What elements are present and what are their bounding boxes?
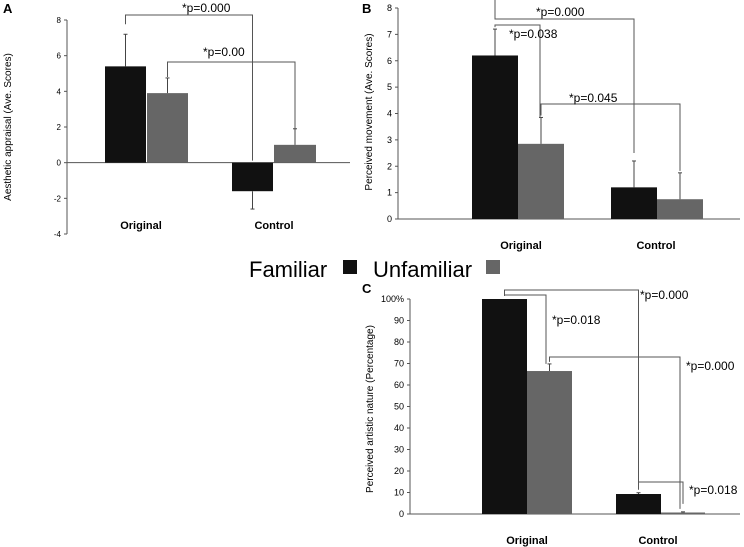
panel-b-y-tick-label: 8 <box>387 3 392 13</box>
panel-b-category-label: Original <box>500 240 542 252</box>
panel-b-y-tick-label: 0 <box>387 214 392 224</box>
panel-c-significance-label: *p=0.000 <box>640 288 689 302</box>
panel-b-y-tick-label: 7 <box>387 29 392 39</box>
panel-c-category-label: Original <box>506 535 548 547</box>
panel-a-y-tick-label: 8 <box>57 16 62 25</box>
panel-c-y-tick-label: 30 <box>394 445 404 455</box>
panel-a-y-tick-label: 2 <box>57 123 62 132</box>
panel-b-letter: B <box>362 1 371 16</box>
panel-a-significance-label: *p=0.00 <box>203 45 245 59</box>
panel-c-bar-original-unfamiliar <box>527 371 572 514</box>
legend-familiar-swatch <box>343 260 357 274</box>
panel-a-y-tick-label: 6 <box>57 52 62 61</box>
panel-c-category-label: Control <box>638 535 677 547</box>
panel-c-significance-label: *p=0.000 <box>686 359 735 373</box>
panel-c-y-tick-label: 70 <box>394 359 404 369</box>
panel-c-y-tick-label: 50 <box>394 402 404 412</box>
panel-c-y-tick-label: 90 <box>394 316 404 326</box>
panel-a-y-tick-label: 0 <box>57 159 62 168</box>
panel-b-y-tick-label: 3 <box>387 135 392 145</box>
panel-a-letter: A <box>3 1 13 16</box>
panel-b-significance-bracket <box>494 0 635 153</box>
panel-b-bar-control-unfamiliar <box>657 199 703 219</box>
panel-b-significance-bracket <box>540 103 681 171</box>
panel-b-significance-label: *p=0.000 <box>536 5 585 19</box>
panel-c-significance-bracket <box>549 356 681 509</box>
panel-a-significance-bracket <box>125 14 253 161</box>
panel-b-y-tick-label: 5 <box>387 82 392 92</box>
panel-c-significance-bracket <box>504 289 639 484</box>
legend-familiar-label: Familiar <box>249 257 327 282</box>
panel-b-bar-original-unfamiliar <box>518 143 564 219</box>
panel-c-significance-label: *p=0.018 <box>689 483 738 497</box>
panel-c-bar-control-unfamiliar <box>661 512 705 514</box>
panel-a-y-tick-label: -2 <box>54 194 62 203</box>
panel-c-letter: C <box>362 281 372 296</box>
panel-b-bar-original-familiar <box>472 55 518 219</box>
legend-unfamiliar-label: Unfamiliar <box>373 257 472 282</box>
panel-b-y-tick-label: 4 <box>387 109 392 119</box>
panel-a-category-label: Original <box>120 220 162 232</box>
panel-a-y-tick-label: 4 <box>57 87 62 96</box>
panel-c-y-tick-label: 10 <box>394 488 404 498</box>
panel-b-significance-label: *p=0.038 <box>509 27 558 41</box>
legend-unfamiliar-swatch <box>486 260 500 274</box>
panel-b-category-label: Control <box>636 240 675 252</box>
panel-c-y-tick-label: 100% <box>381 294 404 304</box>
panel-a-y-label: Aesthetic appraisal (Ave. Scores) <box>3 53 14 201</box>
panel-c-bar-control-familiar <box>616 494 661 514</box>
panel-a-bar-control-familiar <box>232 162 273 192</box>
panel-b-significance-bracket <box>494 24 541 118</box>
panel-b-y-tick-label: 6 <box>387 56 392 66</box>
panel-c-y-tick-label: 20 <box>394 466 404 476</box>
panel-c-significance-label: *p=0.018 <box>552 313 601 327</box>
panel-b-significance-label: *p=0.045 <box>569 91 618 105</box>
panel-b-y-tick-label: 2 <box>387 161 392 171</box>
panel-c-bar-original-familiar <box>482 299 527 514</box>
panel-a-significance-label: *p=0.000 <box>182 1 231 15</box>
panel-a-significance-bracket <box>167 61 296 129</box>
panel-c-y-label: Perceived artistic nature (Percentage) <box>365 325 376 493</box>
panel-c-y-tick-label: 60 <box>394 380 404 390</box>
panel-b-y-label: Perceived movement (Ave. Scores) <box>364 33 375 190</box>
panel-a-bar-original-familiar <box>105 66 146 163</box>
panel-a-category-label: Control <box>254 220 293 232</box>
panel-c-y-tick-label: 0 <box>399 509 404 519</box>
panel-c-y-tick-label: 80 <box>394 337 404 347</box>
panel-a-bar-original-unfamiliar <box>147 93 188 163</box>
panel-b-bar-control-familiar <box>611 187 657 219</box>
panel-c-significance-bracket <box>504 294 547 364</box>
panel-c-y-tick-label: 40 <box>394 423 404 433</box>
panel-a-y-tick-label: -4 <box>54 230 62 239</box>
panel-b-y-tick-label: 1 <box>387 188 392 198</box>
panel-c-significance-bracket <box>638 481 684 504</box>
panel-a-bar-control-unfamiliar <box>274 144 316 163</box>
